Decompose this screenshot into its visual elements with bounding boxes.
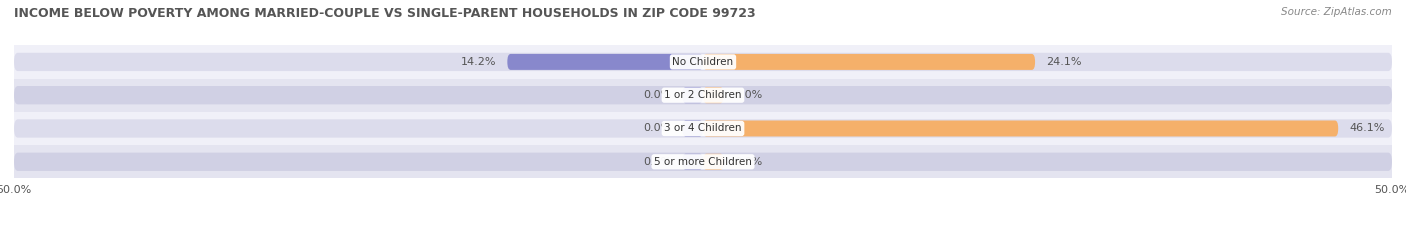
Text: 1 or 2 Children: 1 or 2 Children [664,90,742,100]
FancyBboxPatch shape [14,86,1392,104]
Text: 5 or more Children: 5 or more Children [654,157,752,167]
Text: Source: ZipAtlas.com: Source: ZipAtlas.com [1281,7,1392,17]
FancyBboxPatch shape [682,120,703,137]
FancyBboxPatch shape [682,87,703,103]
FancyBboxPatch shape [682,154,703,170]
FancyBboxPatch shape [703,87,724,103]
Text: 24.1%: 24.1% [1046,57,1081,67]
FancyBboxPatch shape [508,54,703,70]
Text: 0.0%: 0.0% [735,90,763,100]
Text: 0.0%: 0.0% [735,157,763,167]
Text: 0.0%: 0.0% [643,123,671,134]
Text: INCOME BELOW POVERTY AMONG MARRIED-COUPLE VS SINGLE-PARENT HOUSEHOLDS IN ZIP COD: INCOME BELOW POVERTY AMONG MARRIED-COUPL… [14,7,755,20]
FancyBboxPatch shape [703,54,1035,70]
Text: 0.0%: 0.0% [643,90,671,100]
FancyBboxPatch shape [703,154,724,170]
FancyBboxPatch shape [14,153,1392,171]
Bar [14,45,1392,79]
FancyBboxPatch shape [703,120,1339,137]
Text: No Children: No Children [672,57,734,67]
Bar [14,79,1392,112]
Text: 0.0%: 0.0% [643,157,671,167]
Bar [14,145,1392,178]
Text: 14.2%: 14.2% [461,57,496,67]
FancyBboxPatch shape [14,53,1392,71]
Text: 46.1%: 46.1% [1350,123,1385,134]
Bar [14,112,1392,145]
Text: 3 or 4 Children: 3 or 4 Children [664,123,742,134]
FancyBboxPatch shape [14,119,1392,138]
